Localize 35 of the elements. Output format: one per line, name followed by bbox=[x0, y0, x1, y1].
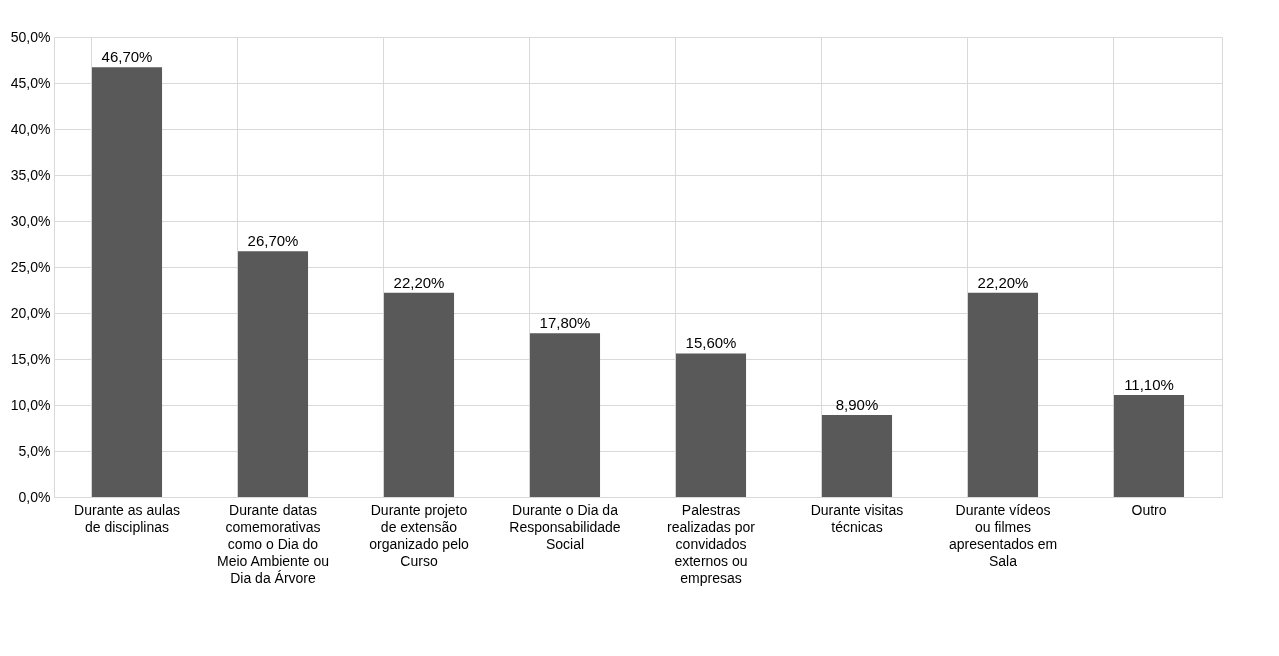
data-label: 22,20% bbox=[977, 273, 1029, 291]
x-tick-label: Durante projeto de extensão organizado pelo Curso bbox=[369, 501, 470, 569]
bar bbox=[967, 292, 1039, 497]
x-tick-label: Durante visitas técnicas bbox=[810, 501, 904, 535]
bar bbox=[675, 353, 747, 497]
y-tick-label: 15,0% bbox=[10, 350, 51, 367]
y-tick-label: 40,0% bbox=[10, 120, 51, 137]
bar bbox=[383, 292, 455, 497]
y-tick-label: 5,0% bbox=[18, 442, 51, 459]
y-tick-label: 35,0% bbox=[10, 166, 51, 183]
y-tick-label: 25,0% bbox=[10, 258, 51, 275]
bar bbox=[1113, 394, 1185, 497]
y-tick-label: 45,0% bbox=[10, 74, 51, 91]
data-label: 17,80% bbox=[539, 314, 591, 332]
data-label: 22,20% bbox=[393, 273, 445, 291]
y-tick-label: 30,0% bbox=[10, 212, 51, 229]
data-label: 15,60% bbox=[685, 334, 737, 352]
data-label: 11,10% bbox=[1124, 375, 1174, 393]
y-tick-label: 10,0% bbox=[10, 396, 51, 413]
x-tick-label: Durante o Dia da Responsabilidade Social bbox=[509, 501, 621, 552]
y-tick-label: 50,0% bbox=[10, 28, 51, 45]
bar bbox=[237, 251, 309, 497]
x-tick-label: Durante as aulas de disciplinas bbox=[74, 501, 180, 535]
x-tick-label: Durante datas comemorativas como o Dia do Meio Ambiente ou Dia da Árvore bbox=[216, 501, 330, 586]
bar bbox=[91, 67, 163, 497]
y-tick-label: 20,0% bbox=[10, 304, 51, 321]
bar bbox=[529, 333, 601, 497]
x-tick-label: Durante vídeos ou filmes apresentados em Sala bbox=[948, 501, 1058, 569]
data-label: 26,70% bbox=[247, 232, 299, 250]
x-tick-label: Palestras realizadas por convidados externos ou empresas bbox=[667, 501, 756, 586]
bar bbox=[821, 415, 893, 497]
x-tick-label: Outro bbox=[1131, 501, 1167, 518]
data-label: 46,70% bbox=[101, 48, 153, 66]
y-tick-label: 0,0% bbox=[18, 488, 51, 505]
data-label: 8,90% bbox=[835, 396, 879, 414]
